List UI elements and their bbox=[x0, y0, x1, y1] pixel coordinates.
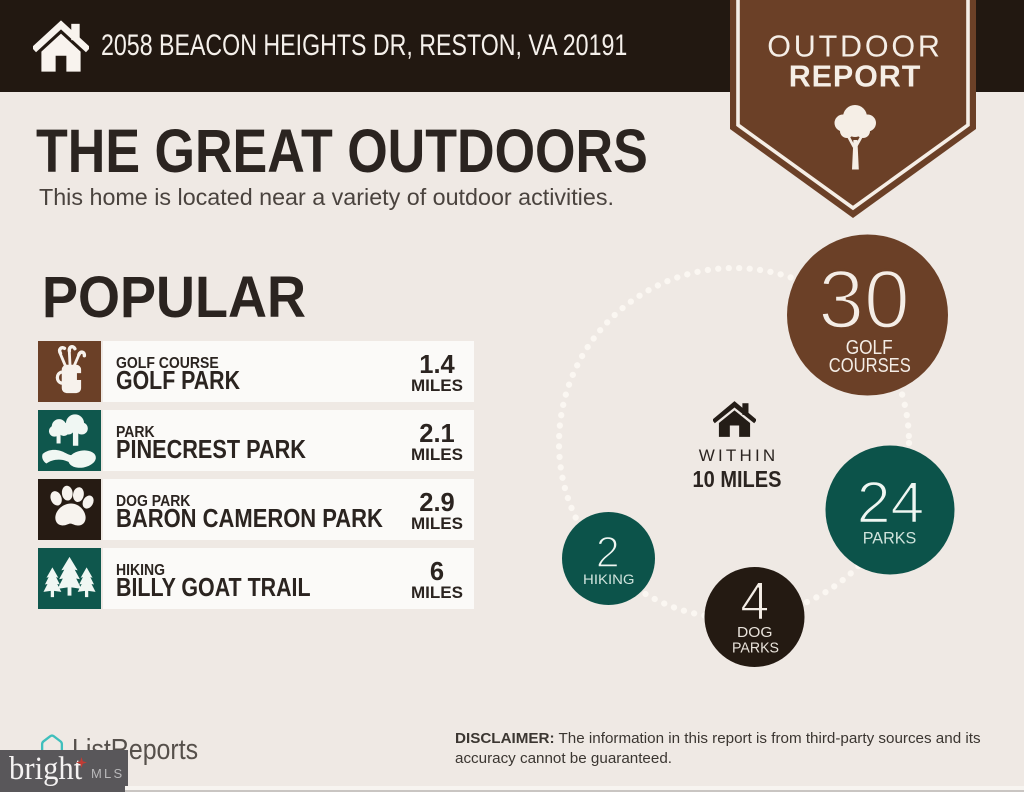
svg-text:PARKS: PARKS bbox=[732, 639, 779, 656]
svg-text:PARKS: PARKS bbox=[863, 529, 917, 547]
svg-text:REPORT: REPORT bbox=[789, 60, 922, 94]
svg-text:DOG: DOG bbox=[737, 625, 773, 641]
svg-text:GOLF: GOLF bbox=[846, 336, 893, 359]
svg-text:HIKING: HIKING bbox=[583, 571, 635, 587]
svg-text:OUTDOOR: OUTDOOR bbox=[767, 30, 942, 64]
svg-text:2: 2 bbox=[596, 528, 620, 577]
svg-text:24: 24 bbox=[857, 470, 925, 535]
svg-text:30: 30 bbox=[818, 253, 910, 346]
svg-text:4: 4 bbox=[740, 573, 769, 632]
svg-text:COURSES: COURSES bbox=[829, 354, 911, 377]
